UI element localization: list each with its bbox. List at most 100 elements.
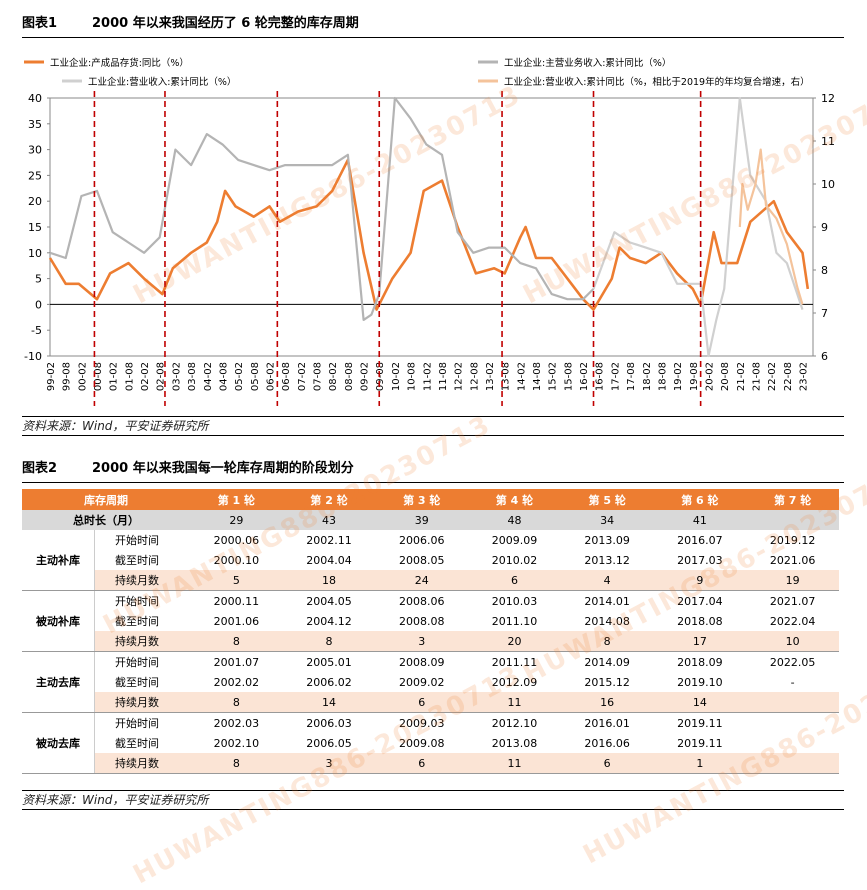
- table-header-row: 库存周期第 1 轮第 2 轮第 3 轮第 4 轮第 5 轮第 6 轮第 7 轮: [22, 489, 839, 510]
- table-cell: 9: [653, 570, 747, 591]
- total-duration-row: 总时长（月） 29 43 39 48 34 41: [22, 510, 839, 530]
- x-tick-label: 05-02: [234, 362, 245, 391]
- x-tick-label: 16-02: [579, 362, 590, 391]
- x-tick-label: 19-08: [689, 362, 700, 391]
- figure1-source: 资料来源：Wind，平安证券研究所: [22, 416, 844, 436]
- x-tick-label: 02-02: [140, 362, 151, 391]
- cycle-stage-table: 库存周期第 1 轮第 2 轮第 3 轮第 4 轮第 5 轮第 6 轮第 7 轮 …: [22, 489, 839, 774]
- figure1-label: 图表1: [22, 16, 58, 31]
- table-cell: 2005.01: [306, 655, 352, 669]
- header-cycle-5: 第 5 轮: [560, 489, 654, 510]
- table-cell: 2021.07: [769, 594, 816, 608]
- table-cell: 2000.10: [213, 553, 260, 567]
- row-label: 开始时间: [115, 717, 159, 730]
- table-cell: 2010.02: [491, 553, 538, 567]
- x-tick-label: 05-08: [250, 362, 261, 391]
- right-y-tick-label: 6: [821, 350, 828, 363]
- table-row: 持续月数 8 3 6 11 6 1: [22, 753, 839, 774]
- table-cell: 19: [746, 570, 839, 591]
- x-tick-label: 17-02: [610, 362, 621, 391]
- table-cell: 2022.05: [769, 655, 816, 669]
- x-tick-label: 10-08: [407, 362, 418, 391]
- left-y-tick-label: 35: [28, 118, 42, 131]
- table-cell: 2015.12: [584, 675, 630, 689]
- table-row: 截至时间 2002.10 2006.05 2009.08 2013.08 2016.06 2…: [22, 733, 839, 753]
- table-cell: 39: [375, 510, 469, 530]
- table-cell: 2011.10: [491, 614, 538, 628]
- table-row: 主动去库 开始时间 2001.07 2005.01 2008.09 2011.11 2014…: [22, 651, 839, 713]
- table-cell: 8: [190, 753, 283, 774]
- right-y-tick-label: 7: [821, 307, 828, 320]
- x-tick-label: 18-08: [657, 362, 668, 391]
- table-row: 持续月数 8 8 3 20 8 17 10: [22, 631, 839, 652]
- table-cell: 29: [190, 510, 283, 530]
- table-cell: 2012.09: [491, 675, 538, 689]
- table-cell: 2019.10: [677, 675, 723, 689]
- x-tick-label: 19-02: [673, 362, 684, 391]
- x-tick-label: 00-08: [93, 362, 104, 391]
- table-cell: 2002.03: [213, 716, 260, 730]
- x-tick-label: 14-02: [516, 362, 527, 391]
- x-tick-label: 06-08: [281, 362, 292, 391]
- x-tick-label: 15-08: [563, 362, 574, 391]
- left-y-tick-label: 10: [28, 247, 42, 260]
- x-tick-label: 20-08: [720, 362, 731, 391]
- header-cycle-2: 第 2 轮: [282, 489, 376, 510]
- table-cell: 2019.12: [769, 533, 816, 547]
- left-y-tick-label: 25: [28, 169, 42, 182]
- x-tick-label: 00-02: [77, 362, 88, 391]
- x-tick-label: 11-08: [438, 362, 449, 391]
- right-y-tick-label: 9: [821, 221, 828, 234]
- table-row: 被动去库 开始时间 2002.03 2006.03 2009.03 2012.10 2016…: [22, 712, 839, 774]
- table-cell: 2010.03: [491, 594, 538, 608]
- x-tick-label: 07-08: [313, 362, 324, 391]
- table-cell: 10: [746, 631, 839, 652]
- table-cell: 8: [282, 631, 376, 652]
- x-tick-label: 17-08: [626, 362, 637, 391]
- table-cell: 6: [560, 753, 654, 774]
- table-cell: 6: [468, 570, 561, 591]
- x-tick-label: 13-08: [501, 362, 512, 391]
- table-cell: 1: [653, 753, 747, 774]
- table-cell: 2001.06: [213, 614, 260, 628]
- series-line-4: [738, 148, 804, 305]
- table-cell: 2006.06: [399, 533, 445, 547]
- left-y-tick-label: 15: [28, 221, 42, 234]
- x-tick-label: 12-08: [469, 362, 480, 391]
- table-cell: 14: [653, 692, 747, 713]
- x-tick-label: 21-08: [752, 362, 763, 391]
- table-row: 持续月数 8 14 6 11 16 14: [22, 692, 839, 713]
- x-tick-label: 23-02: [799, 362, 810, 391]
- table-row: 主动补库 开始时间 2000.06 2002.11 2006.06 2009.09 2013…: [22, 530, 839, 591]
- table-cell: 11: [468, 692, 561, 713]
- figure2-title-text: 2000 年以来我国每一轮库存周期的阶段划分: [92, 461, 354, 476]
- x-tick-label: 16-08: [595, 362, 606, 391]
- table-cell: 2018.08: [677, 614, 723, 628]
- table-cell: 2019.11: [677, 716, 723, 730]
- row-label: 持续月数: [94, 570, 190, 591]
- table-cell: 2014.01: [584, 594, 630, 608]
- right-y-tick-label: 11: [821, 135, 835, 148]
- table-cell: 3: [375, 631, 469, 652]
- left-y-tick-label: -10: [24, 350, 42, 363]
- table-cell: 2013.12: [584, 553, 630, 567]
- left-y-tick-label: -5: [31, 324, 42, 337]
- legend-label: 工业企业:营业收入:累计同比（%，相比于2019年的年均复合增速，右）: [504, 76, 810, 88]
- legend-label: 工业企业:产成品存货:同比（%）: [50, 57, 189, 69]
- x-tick-label: 13-02: [485, 362, 496, 391]
- table-cell: 2002.10: [213, 736, 260, 750]
- table-cell: 17: [653, 631, 747, 652]
- x-tick-label: 20-02: [704, 362, 715, 391]
- phase-label: 被动去库: [22, 712, 95, 774]
- table-cell: -: [790, 675, 795, 689]
- table-cell: 2021.06: [769, 553, 816, 567]
- row-label: 开始时间: [115, 534, 159, 547]
- table-cell: 8: [190, 692, 283, 713]
- row-label: 总时长（月）: [22, 510, 190, 530]
- table-cell: 2011.11: [491, 655, 538, 669]
- x-tick-label: 14-08: [532, 362, 543, 391]
- table-cell: 2002.11: [306, 533, 352, 547]
- x-tick-label: 11-02: [422, 362, 433, 391]
- table-cell: 2017.03: [677, 553, 723, 567]
- table-cell: 2012.10: [491, 716, 538, 730]
